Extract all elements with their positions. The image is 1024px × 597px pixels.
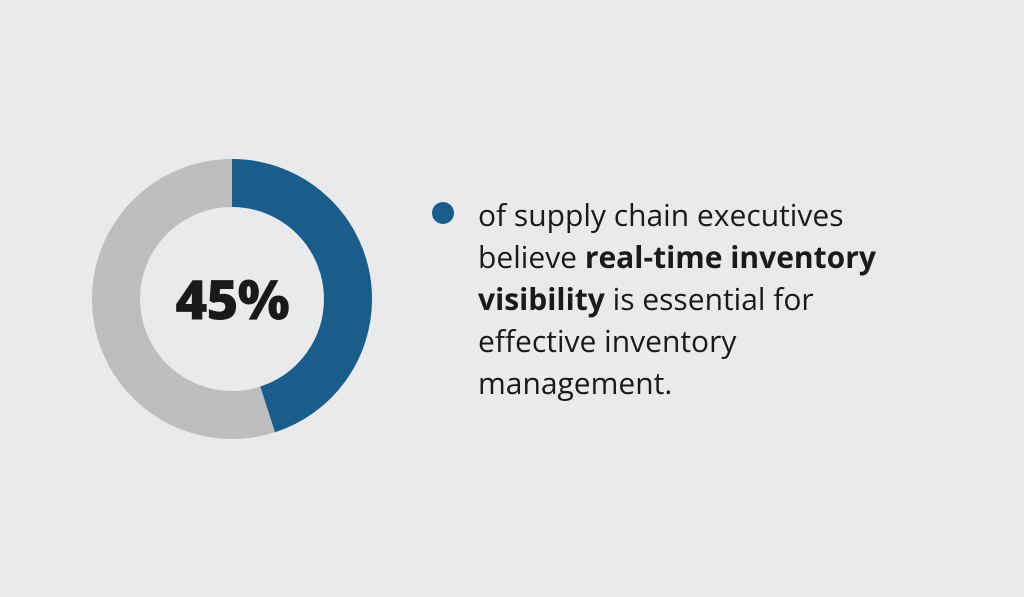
- description-text: of supply chain executives believe real-…: [478, 194, 932, 404]
- text-block: of supply chain executives believe real-…: [432, 194, 932, 404]
- donut-chart: 45%: [92, 159, 372, 439]
- donut-center-label: 45%: [175, 261, 289, 336]
- bullet-icon: [432, 202, 454, 224]
- infographic-container: 45% of supply chain executives believe r…: [32, 159, 992, 439]
